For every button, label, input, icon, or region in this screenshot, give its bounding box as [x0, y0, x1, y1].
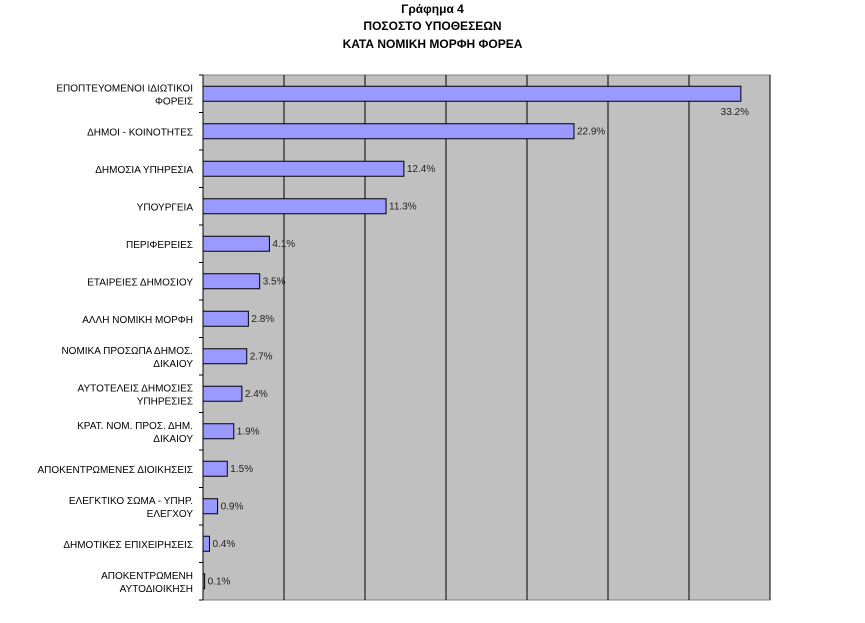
bar	[202, 198, 387, 215]
bar	[202, 235, 270, 252]
data-label: 33.2%	[721, 107, 749, 118]
data-label: 0.9%	[221, 501, 244, 512]
bar	[202, 85, 742, 102]
bar	[202, 385, 243, 402]
data-label: 12.4%	[407, 164, 435, 175]
category-label: ΕΤΑΙΡΕΙΕΣ ΔΗΜΟΣΙΟΥ	[87, 277, 193, 288]
data-label: 22.9%	[577, 126, 605, 137]
plot-area	[202, 74, 771, 601]
bar	[202, 273, 261, 290]
category-label: ΚΡΑΤ. ΝΟΜ. ΠΡΟΣ. ΔΗΜ.	[77, 421, 193, 432]
category-label: ΑΥΤΟΔΙΟΙΚΗΣΗ	[120, 584, 193, 595]
chart-title-line-2: ΠΟΣΟΣΤΟ ΥΠΟΘΕΣΕΩΝ	[363, 19, 502, 33]
data-label: 2.7%	[250, 351, 273, 362]
data-label: 4.1%	[272, 239, 295, 250]
chart-title-line-1: Γράφημα 4	[401, 2, 464, 16]
bar	[202, 123, 575, 140]
category-label: ΑΛΛΗ ΝΟΜΙΚΗ ΜΟΡΦΗ	[82, 315, 193, 326]
bar	[202, 160, 405, 177]
data-label: 1.9%	[237, 426, 260, 437]
category-label: ΔΗΜΟΙ - ΚΟΙΝΟΤΗΤΕΣ	[87, 127, 193, 138]
category-label: ΝΟΜΙΚΑ ΠΡΟΣΩΠΑ ΔΗΜΟΣ.	[61, 346, 193, 357]
data-label: 11.3%	[389, 201, 417, 212]
data-label: 0.1%	[208, 576, 231, 587]
data-label: 3.5%	[263, 276, 286, 287]
category-label: ΑΠΟΚΕΝΤΡΩΜΕΝΕΣ ΔΙΟΙΚΗΣΕΙΣ	[37, 465, 193, 476]
category-label: ΥΠΗΡΕΣΙΕΣ	[137, 396, 193, 407]
category-label: ΦΟΡΕΙΣ	[155, 96, 193, 107]
bar	[202, 498, 219, 515]
chart-title-line-3: ΚΑΤΑ ΝΟΜΙΚΗ ΜΟΡΦΗ ΦΟΡΕΑ	[342, 37, 523, 51]
category-label: ΑΥΤΟΤΕΛΕΙΣ ΔΗΜΟΣΙΕΣ	[78, 383, 193, 394]
category-label: ΔΙΚΑΙΟΥ	[153, 434, 193, 445]
category-label: ΕΠΟΠΤΕΥΟΜΕΝΟΙ ΙΔΙΩΤΙΚΟΙ	[56, 83, 193, 94]
category-label: ΕΛΕΓΚΤΙΚΟ ΣΩΜΑ - ΥΠΗΡ.	[69, 496, 193, 507]
data-label: 1.5%	[230, 464, 253, 475]
category-label: ΔΗΜΟΣΙΑ ΥΠΗΡΕΣΙΑ	[95, 165, 193, 176]
data-label: 2.8%	[251, 314, 274, 325]
bar	[202, 573, 206, 590]
category-label: ΕΛΕΓΧΟΥ	[147, 509, 194, 520]
data-label: 0.4%	[212, 539, 235, 550]
bar	[202, 460, 228, 477]
category-label: ΑΠΟΚΕΝΤΡΩΜΕΝΗ	[101, 571, 193, 582]
category-label: ΔΙΚΑΙΟΥ	[153, 359, 193, 370]
category-label: ΔΗΜΟΤΙΚΕΣ ΕΠΙΧΕΙΡΗΣΕΙΣ	[63, 540, 193, 551]
bar	[202, 348, 248, 365]
bar	[202, 535, 210, 552]
data-label: 2.4%	[245, 389, 268, 400]
category-label: ΠΕΡΙΦΕΡΕΙΕΣ	[126, 240, 193, 251]
bar	[202, 310, 249, 327]
category-label: ΥΠΟΥΡΓΕΙΑ	[137, 202, 194, 213]
bar	[202, 423, 235, 440]
